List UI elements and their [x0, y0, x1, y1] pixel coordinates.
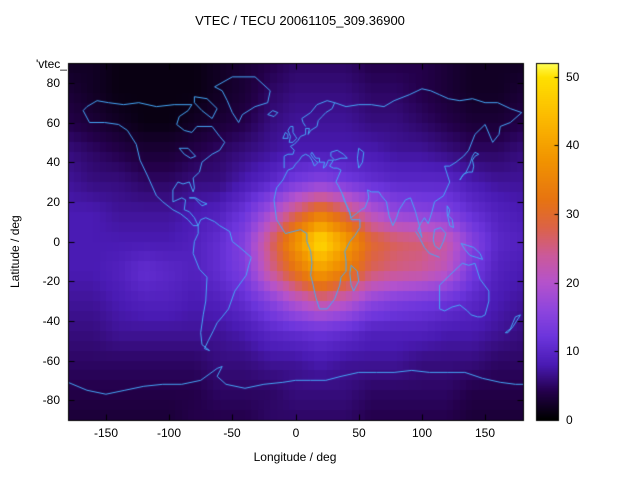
- y-tick-label: -60: [42, 354, 60, 368]
- colorbar-tick-label: 20: [566, 276, 580, 290]
- y-tick-label: 80: [46, 76, 60, 90]
- x-axis-label: Longitude / deg: [253, 450, 337, 464]
- key-label: 'vtec_: [36, 57, 67, 71]
- y-axis-label: Latitude / deg: [8, 215, 22, 288]
- colorbar-tick-label: 40: [566, 138, 580, 152]
- y-tick-label: 20: [46, 195, 60, 209]
- x-tick-label: -50: [223, 426, 241, 440]
- x-tick-label: 100: [411, 426, 433, 440]
- x-tick-label: 50: [352, 426, 366, 440]
- y-tick-label: -40: [42, 314, 60, 328]
- chart-title: VTEC / TECU 20061105_309.36900: [195, 13, 405, 28]
- x-tick-label: -150: [93, 426, 119, 440]
- x-tick-label: -100: [156, 426, 182, 440]
- colorbar-tick-label: 10: [566, 344, 580, 358]
- colorbar-tick-label: 50: [566, 70, 580, 84]
- x-tick-label: 0: [292, 426, 300, 440]
- colorbar-tick-label: 30: [566, 207, 580, 221]
- y-tick-label: 0: [53, 235, 60, 249]
- y-tick-label: 40: [46, 155, 60, 169]
- x-tick-label: 150: [474, 426, 496, 440]
- colorbar-tick-label: 0: [566, 413, 573, 427]
- y-tick-label: -20: [42, 274, 60, 288]
- y-tick-label: 60: [46, 116, 60, 130]
- y-tick-label: -80: [42, 393, 60, 407]
